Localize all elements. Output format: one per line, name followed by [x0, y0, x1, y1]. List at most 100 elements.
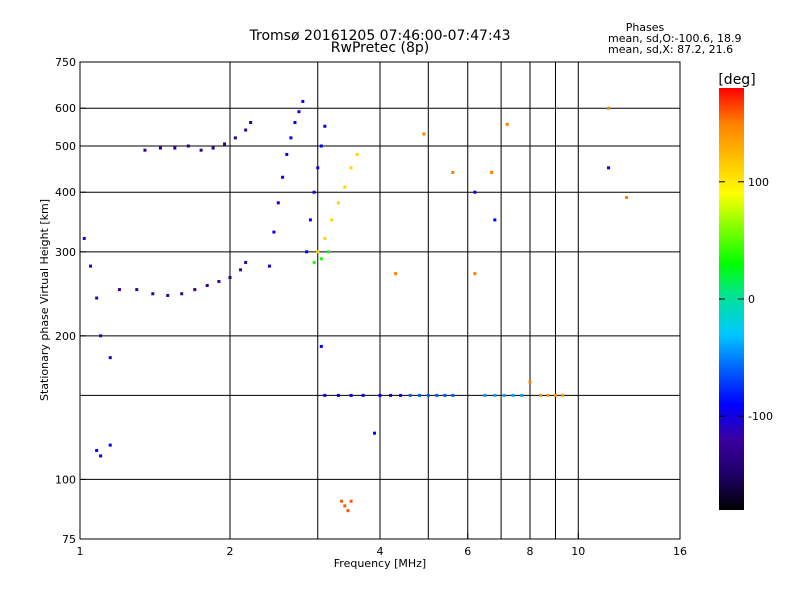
- data-point: [435, 393, 439, 397]
- data-point: [336, 393, 340, 397]
- data-point: [361, 393, 365, 397]
- data-point: [346, 509, 350, 513]
- data-point: [228, 276, 232, 280]
- data-point: [272, 230, 276, 234]
- data-point: [95, 448, 99, 452]
- data-point: [233, 136, 237, 140]
- colorbar-unit: [deg]: [718, 72, 755, 88]
- grid-lines: [80, 62, 680, 539]
- data-point: [301, 99, 305, 103]
- data-point: [326, 250, 330, 254]
- data-point: [99, 334, 103, 338]
- data-point: [316, 250, 320, 254]
- data-point: [483, 393, 487, 397]
- data-point: [408, 393, 412, 397]
- data-point: [205, 283, 209, 287]
- x-tick-label: 4: [377, 545, 384, 558]
- data-point: [223, 142, 227, 146]
- data-point: [561, 393, 565, 397]
- colorbar-ticks: 100 0 -100: [719, 176, 773, 423]
- data-point: [319, 344, 323, 348]
- y-tick-label: 500: [55, 140, 76, 153]
- y-axis: 75 100 200 300 400 500 600 750: [55, 56, 86, 546]
- data-point: [473, 190, 477, 194]
- data-point: [340, 499, 344, 503]
- data-point: [276, 201, 280, 205]
- data-point: [211, 146, 215, 150]
- data-point: [89, 264, 93, 268]
- data-point: [108, 356, 112, 360]
- y-tick-label: 100: [55, 473, 76, 486]
- data-point: [323, 124, 327, 128]
- data-point: [451, 393, 455, 397]
- data-point: [520, 393, 524, 397]
- data-point: [173, 146, 177, 150]
- data-point: [349, 393, 353, 397]
- data-point: [490, 170, 494, 174]
- x-tick-label: 10: [571, 545, 585, 558]
- data-point: [186, 144, 190, 148]
- y-tick-label: 300: [55, 246, 76, 259]
- data-point: [180, 292, 184, 296]
- data-point: [193, 288, 197, 292]
- data-point: [319, 144, 323, 148]
- chart-subtitle: RwPretec (8p): [331, 40, 429, 56]
- data-point: [158, 146, 162, 150]
- data-point: [505, 122, 509, 126]
- data-point: [305, 250, 309, 254]
- data-point: [330, 218, 334, 222]
- data-point: [373, 431, 377, 435]
- data-point: [607, 166, 611, 170]
- phases-x-line: mean, sd,X: 87.2, 21.6: [608, 43, 733, 56]
- data-point: [281, 175, 285, 179]
- data-point: [244, 260, 248, 264]
- data-point: [511, 393, 515, 397]
- data-point: [308, 218, 312, 222]
- data-point: [108, 443, 112, 447]
- data-point: [607, 106, 611, 110]
- data-point: [422, 132, 426, 136]
- chart-title: Tromsø 20161205 07:46:00-07:47:43: [249, 28, 511, 44]
- data-point: [336, 201, 340, 205]
- y-tick-label: 600: [55, 102, 76, 115]
- data-point: [293, 121, 297, 125]
- y-tick-label: 750: [55, 56, 76, 69]
- y-axis-label: Stationary phase Virtual Height [km]: [38, 199, 51, 401]
- data-point: [625, 195, 629, 199]
- x-tick-label: 8: [527, 545, 534, 558]
- data-point: [493, 218, 497, 222]
- data-point: [502, 393, 506, 397]
- data-point: [249, 121, 253, 125]
- data-point: [399, 393, 403, 397]
- data-point: [493, 393, 497, 397]
- x-tick-label: 16: [673, 545, 687, 558]
- data-point: [389, 393, 393, 397]
- x-axis-label: Frequency [MHz]: [334, 557, 426, 570]
- data-point: [316, 166, 320, 170]
- data-point: [82, 236, 86, 240]
- data-points: [82, 99, 629, 513]
- phases-o-line: mean, sd,O:-100.6, 18.9: [608, 32, 742, 45]
- data-point: [528, 380, 532, 384]
- data-point: [349, 499, 353, 503]
- data-point: [267, 264, 271, 268]
- colorbar-tick-label: 0: [748, 293, 755, 306]
- y-tick-label: 75: [62, 533, 76, 546]
- data-point: [349, 166, 353, 170]
- data-point: [297, 110, 301, 114]
- data-point: [443, 393, 447, 397]
- data-point: [95, 296, 99, 300]
- data-point: [217, 279, 221, 283]
- data-point: [239, 268, 243, 272]
- x-tick-label: 6: [464, 545, 471, 558]
- data-point: [539, 393, 543, 397]
- colorbar-tick-label: -100: [748, 410, 773, 423]
- data-point: [99, 454, 103, 458]
- data-point: [378, 393, 382, 397]
- data-point: [553, 393, 557, 397]
- data-point: [323, 236, 327, 240]
- data-point: [546, 393, 550, 397]
- x-tick-label: 1: [77, 545, 84, 558]
- data-point: [426, 393, 430, 397]
